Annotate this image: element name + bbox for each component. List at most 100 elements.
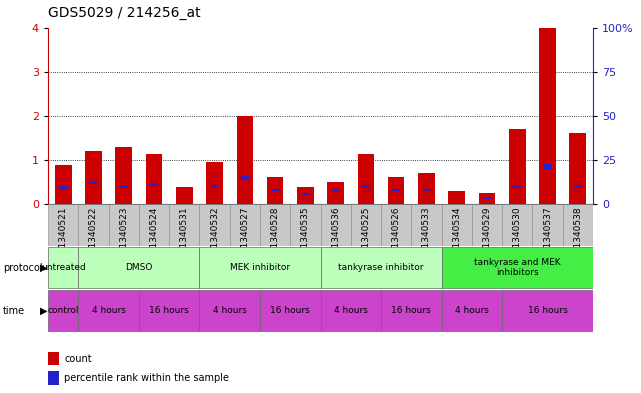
Bar [260, 204, 290, 246]
Text: GSM1340524: GSM1340524 [149, 206, 158, 267]
Bar [48, 352, 59, 365]
Text: 16 hours: 16 hours [271, 307, 310, 315]
Bar [211, 185, 219, 187]
Bar [328, 182, 344, 204]
Text: 16 hours: 16 hours [149, 307, 189, 315]
Text: GSM1340529: GSM1340529 [483, 206, 492, 267]
Text: MEK inhibitor: MEK inhibitor [230, 263, 290, 272]
Bar [442, 247, 593, 288]
Text: 4 hours: 4 hours [92, 307, 126, 315]
Text: GSM1340533: GSM1340533 [422, 206, 431, 267]
Bar [479, 193, 495, 204]
Text: GSM1340538: GSM1340538 [573, 206, 582, 267]
Bar [539, 28, 556, 204]
Text: GSM1340528: GSM1340528 [271, 206, 279, 267]
Bar [78, 290, 139, 331]
Bar [108, 204, 139, 246]
Bar [351, 204, 381, 246]
Bar [533, 204, 563, 246]
Bar [199, 290, 260, 331]
Text: ▶: ▶ [40, 263, 48, 273]
Text: control: control [47, 307, 79, 315]
Text: DMSO: DMSO [125, 263, 153, 272]
Bar [139, 204, 169, 246]
Text: GSM1340525: GSM1340525 [362, 206, 370, 267]
Bar [569, 133, 586, 204]
Bar [362, 185, 370, 187]
Text: 4 hours: 4 hours [213, 307, 247, 315]
Bar [139, 290, 199, 331]
Text: GSM1340523: GSM1340523 [119, 206, 128, 267]
Bar [90, 182, 97, 184]
Bar [574, 185, 581, 187]
Text: GSM1340527: GSM1340527 [240, 206, 249, 267]
Bar [120, 185, 128, 187]
Bar [472, 204, 502, 246]
Bar [150, 183, 158, 186]
Bar [502, 290, 593, 331]
Text: GSM1340531: GSM1340531 [179, 206, 189, 267]
Bar [332, 190, 340, 192]
Bar [48, 371, 59, 385]
Bar [146, 154, 162, 204]
Bar [392, 189, 400, 191]
Bar [55, 165, 72, 204]
Text: GSM1340536: GSM1340536 [331, 206, 340, 267]
Text: 16 hours: 16 hours [392, 307, 431, 315]
Bar [502, 204, 533, 246]
Text: untreated: untreated [41, 263, 86, 272]
Bar [297, 187, 313, 204]
Bar [241, 176, 249, 180]
Bar [78, 247, 199, 288]
Bar [483, 198, 491, 199]
Bar [513, 185, 521, 187]
Bar [442, 290, 502, 331]
Bar [115, 147, 132, 204]
Bar [388, 177, 404, 204]
Text: time: time [3, 306, 26, 316]
Bar [260, 290, 320, 331]
Bar [320, 247, 442, 288]
Bar [199, 247, 320, 288]
Text: percentile rank within the sample: percentile rank within the sample [64, 373, 229, 383]
Text: GSM1340521: GSM1340521 [59, 206, 68, 267]
Text: 4 hours: 4 hours [455, 307, 489, 315]
Text: GSM1340532: GSM1340532 [210, 206, 219, 267]
Bar [320, 290, 381, 331]
Text: GSM1340534: GSM1340534 [452, 206, 462, 267]
Bar [85, 151, 102, 204]
Bar [48, 290, 78, 331]
Text: tankyrase inhibitor: tankyrase inhibitor [338, 263, 424, 272]
Bar [544, 163, 551, 169]
Text: GSM1340535: GSM1340535 [301, 206, 310, 267]
Text: ▶: ▶ [40, 306, 48, 316]
Bar [449, 191, 465, 204]
Bar [78, 204, 108, 246]
Bar [412, 204, 442, 246]
Text: tankyrase and MEK
inhibitors: tankyrase and MEK inhibitors [474, 258, 561, 277]
Text: GDS5029 / 214256_at: GDS5029 / 214256_at [48, 6, 201, 20]
Bar [176, 187, 192, 204]
Text: GSM1340522: GSM1340522 [89, 206, 98, 267]
Bar [206, 162, 223, 204]
Bar [237, 116, 253, 204]
Bar [290, 204, 320, 246]
Bar [320, 204, 351, 246]
Text: GSM1340526: GSM1340526 [392, 206, 401, 267]
Bar [381, 204, 412, 246]
Text: 4 hours: 4 hours [334, 307, 368, 315]
Bar [48, 204, 78, 246]
Bar [271, 189, 279, 191]
Text: 16 hours: 16 hours [528, 307, 567, 315]
Bar [422, 189, 430, 191]
Bar [48, 247, 78, 288]
Text: GSM1340537: GSM1340537 [543, 206, 552, 267]
Text: GSM1340530: GSM1340530 [513, 206, 522, 267]
Bar [381, 290, 442, 331]
Bar [358, 154, 374, 204]
Text: count: count [64, 354, 92, 364]
Bar [509, 129, 526, 204]
Bar [418, 173, 435, 204]
Bar [442, 204, 472, 246]
Bar [60, 187, 67, 189]
